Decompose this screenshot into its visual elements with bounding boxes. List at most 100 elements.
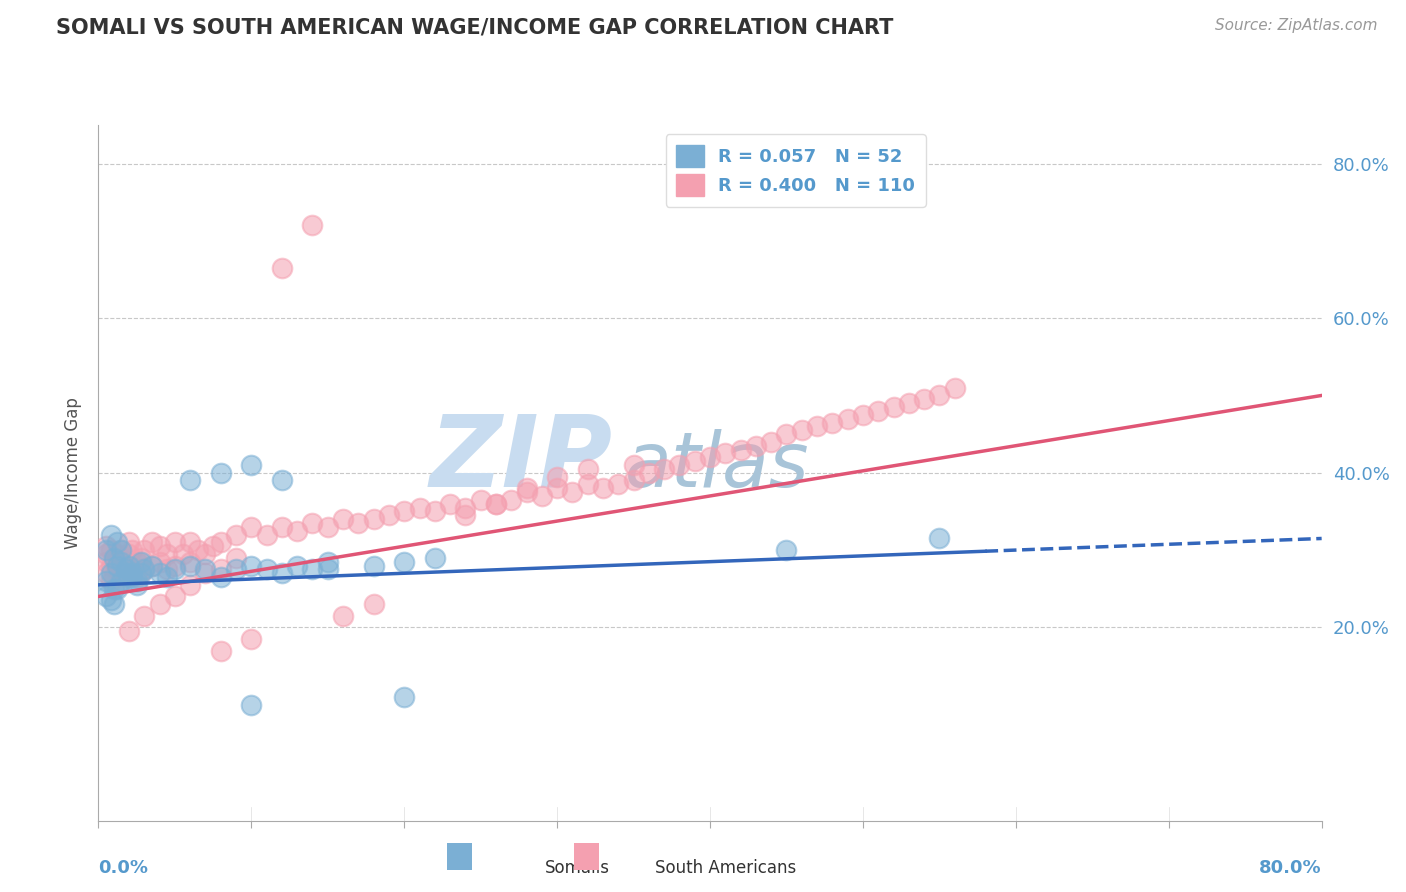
Point — [485, 497, 508, 511]
Point — [100, 558, 122, 573]
Point — [316, 562, 339, 576]
Point — [103, 550, 125, 565]
Point — [100, 527, 122, 541]
Point — [118, 535, 141, 549]
Point — [332, 512, 354, 526]
Y-axis label: Wage/Income Gap: Wage/Income Gap — [65, 397, 83, 549]
Point — [94, 555, 117, 569]
Point — [363, 558, 385, 573]
Point — [156, 562, 179, 576]
Point — [94, 547, 117, 561]
Point — [225, 527, 247, 541]
Point — [668, 458, 690, 472]
Point — [125, 578, 148, 592]
Point — [100, 566, 122, 581]
Point — [163, 535, 186, 549]
Point — [270, 566, 292, 581]
Point — [470, 492, 492, 507]
Text: atlas: atlas — [624, 429, 808, 503]
Point — [790, 423, 813, 437]
Text: 0.0%: 0.0% — [98, 859, 149, 877]
Point — [316, 520, 339, 534]
Point — [156, 547, 179, 561]
Point — [110, 558, 132, 573]
Point — [94, 590, 117, 604]
Point — [118, 547, 141, 561]
Point — [256, 562, 278, 576]
Point — [516, 481, 538, 495]
Point — [121, 570, 143, 584]
Point — [423, 504, 446, 518]
Point — [118, 566, 141, 581]
Point — [623, 458, 645, 472]
Point — [576, 477, 599, 491]
Point — [134, 608, 156, 623]
Point — [943, 381, 966, 395]
Point — [270, 260, 292, 275]
Point — [103, 555, 125, 569]
Point — [454, 500, 477, 515]
Point — [100, 543, 122, 558]
Point — [202, 539, 225, 553]
Point — [141, 535, 163, 549]
Point — [332, 608, 354, 623]
Point — [115, 566, 138, 581]
Point — [209, 466, 232, 480]
Point — [115, 562, 138, 576]
Point — [285, 524, 308, 538]
Point — [714, 446, 737, 460]
Point — [194, 566, 217, 581]
Point — [110, 543, 132, 558]
Point — [912, 392, 935, 407]
Point — [592, 481, 614, 495]
Point — [637, 466, 661, 480]
Point — [118, 558, 141, 573]
Point — [408, 500, 430, 515]
Point — [194, 562, 217, 576]
Point — [121, 543, 143, 558]
Point — [730, 442, 752, 457]
Point — [806, 419, 828, 434]
Point — [125, 570, 148, 584]
Point — [129, 566, 152, 581]
Point — [163, 590, 186, 604]
Point — [187, 543, 209, 558]
Point — [240, 558, 263, 573]
Point — [868, 404, 890, 418]
Point — [209, 562, 232, 576]
Point — [118, 624, 141, 639]
Point — [270, 520, 292, 534]
Point — [699, 450, 721, 465]
Point — [378, 508, 401, 523]
Point — [301, 562, 323, 576]
Point — [607, 477, 630, 491]
Point — [179, 535, 201, 549]
Point — [516, 485, 538, 500]
Point — [775, 543, 797, 558]
Point — [94, 574, 117, 588]
Point — [883, 400, 905, 414]
Point — [225, 550, 247, 565]
Point — [179, 578, 201, 592]
Point — [129, 550, 152, 565]
Point — [439, 497, 461, 511]
Point — [209, 643, 232, 657]
Point — [392, 690, 416, 704]
Text: 80.0%: 80.0% — [1258, 859, 1322, 877]
Point — [100, 574, 122, 588]
Text: ZIP: ZIP — [429, 410, 612, 508]
Point — [392, 504, 416, 518]
Point — [194, 547, 217, 561]
Point — [105, 558, 128, 573]
Point — [110, 555, 132, 569]
Point — [775, 427, 797, 442]
Text: Source: ZipAtlas.com: Source: ZipAtlas.com — [1215, 18, 1378, 33]
Point — [149, 566, 172, 581]
Point — [392, 555, 416, 569]
Point — [240, 458, 263, 472]
Point — [105, 535, 128, 549]
Point — [485, 497, 508, 511]
Point — [110, 574, 132, 588]
Point — [179, 558, 201, 573]
Point — [156, 570, 179, 584]
